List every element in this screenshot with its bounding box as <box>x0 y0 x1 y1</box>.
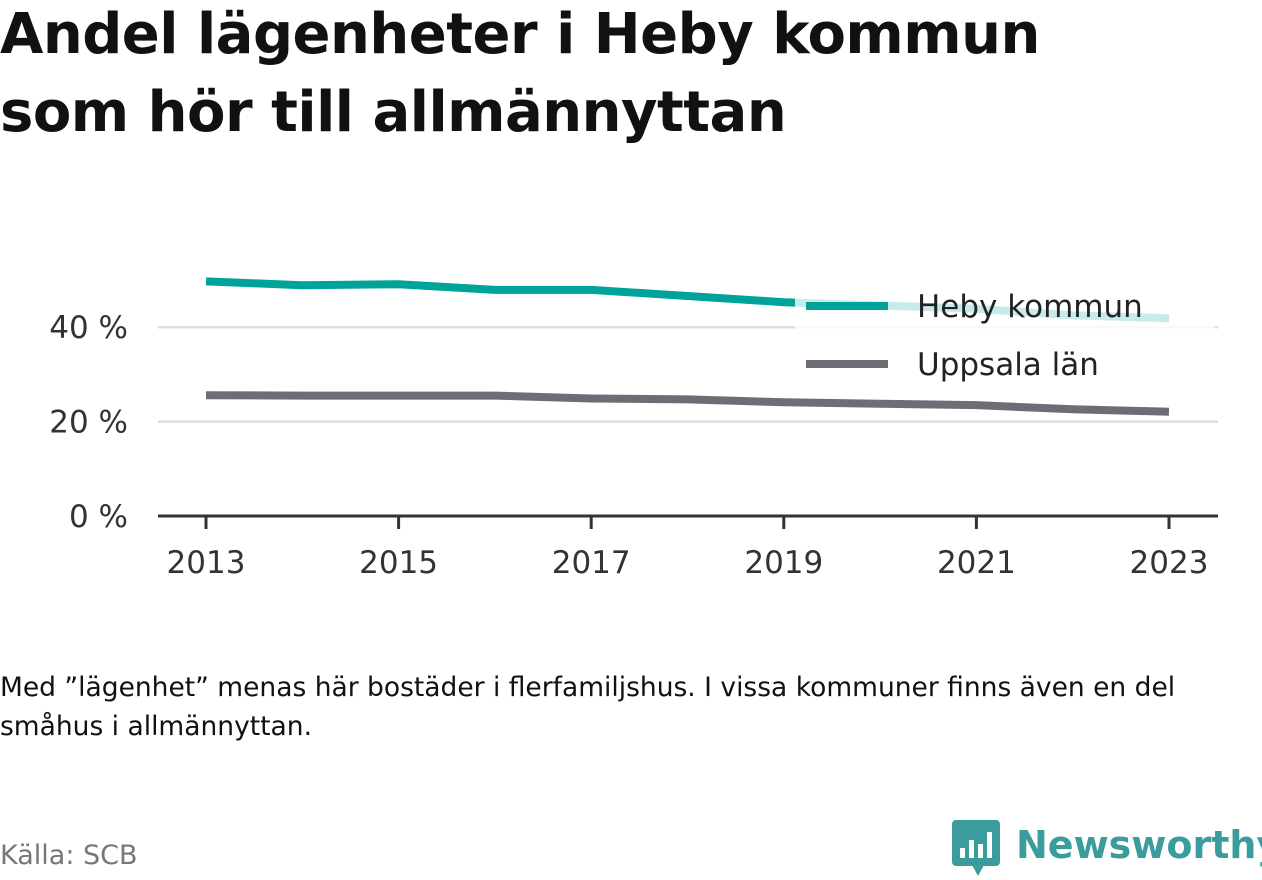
title-line-1: Andel lägenheter i Heby kommun <box>0 2 1040 67</box>
x-axis: 2013 2015 2017 2019 2021 2023 <box>158 514 1218 581</box>
series-line-1 <box>205 391 1170 416</box>
x-tick-label-2023: 2023 <box>1130 545 1209 581</box>
source-label: Källa: SCB <box>0 840 138 871</box>
x-tick-label-2015: 2015 <box>359 545 438 581</box>
newsworthy-logo: Newsworthy <box>950 818 1262 880</box>
x-tick-label-2017: 2017 <box>552 545 631 581</box>
y-tick-label-20: 20 % <box>49 405 128 441</box>
legend: Heby kommun Uppsala län <box>795 280 1215 398</box>
legend-label-0: Heby kommun <box>917 289 1143 325</box>
x-tick-label-2013: 2013 <box>167 545 246 581</box>
legend-label-1: Uppsala län <box>917 347 1099 383</box>
x-tick-label-2019: 2019 <box>744 545 823 581</box>
chart-title: Andel lägenheter i Heby kommun som hör ti… <box>0 0 1240 152</box>
legend-box <box>795 280 1215 398</box>
y-tick-label-40: 40 % <box>49 310 128 346</box>
title-line-2: som hör till allmännyttan <box>0 80 787 145</box>
line-chart: 0 % 20 % 40 % 2013 2015 2017 2019 2021 2023 Heb… <box>49 277 1218 581</box>
y-tick-label-0: 0 % <box>69 499 128 535</box>
bar-chart-speech-icon <box>952 820 1000 876</box>
chart-note: Med ”lägenhet” menas här bostäder i fler… <box>0 672 1176 742</box>
brand-name: Newsworthy <box>1016 823 1262 867</box>
y-axis-labels: 0 % 20 % 40 % <box>49 310 128 535</box>
x-tick-label-2021: 2021 <box>937 545 1016 581</box>
